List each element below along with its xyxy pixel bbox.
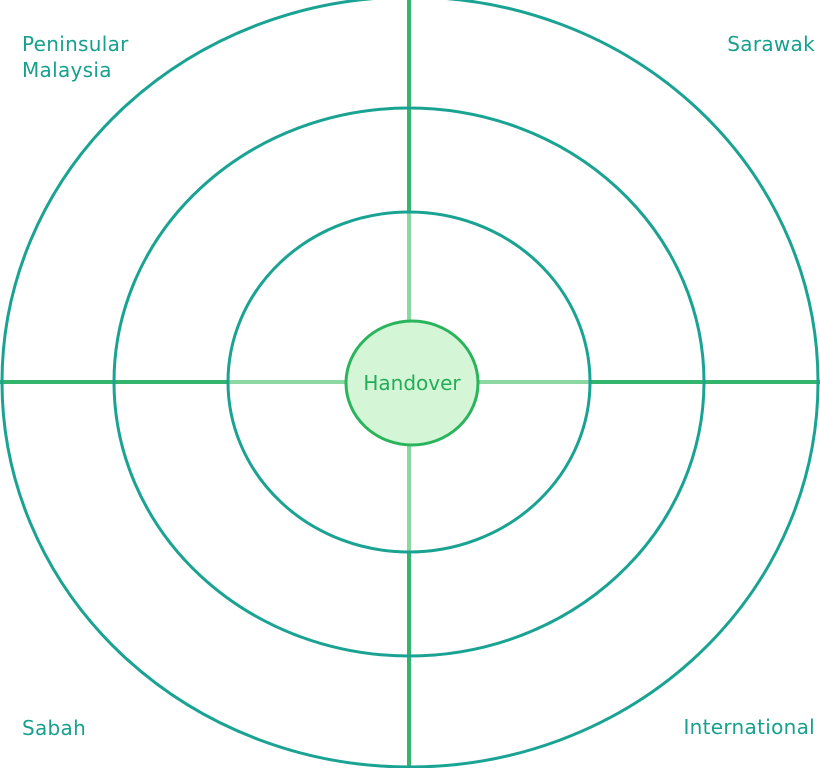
quadrant-label-sabah: Sabah <box>22 716 87 740</box>
middle-ring <box>112 106 706 658</box>
quadrant-label-sarawak: Sarawak <box>727 32 815 56</box>
center-label: Handover <box>363 371 461 395</box>
quadrant-label-international: International <box>683 715 815 739</box>
inner-ring <box>226 210 592 554</box>
center-circle <box>344 319 480 447</box>
quadrant-label-peninsular-malaysia: Peninsular Malaysia <box>22 32 129 82</box>
